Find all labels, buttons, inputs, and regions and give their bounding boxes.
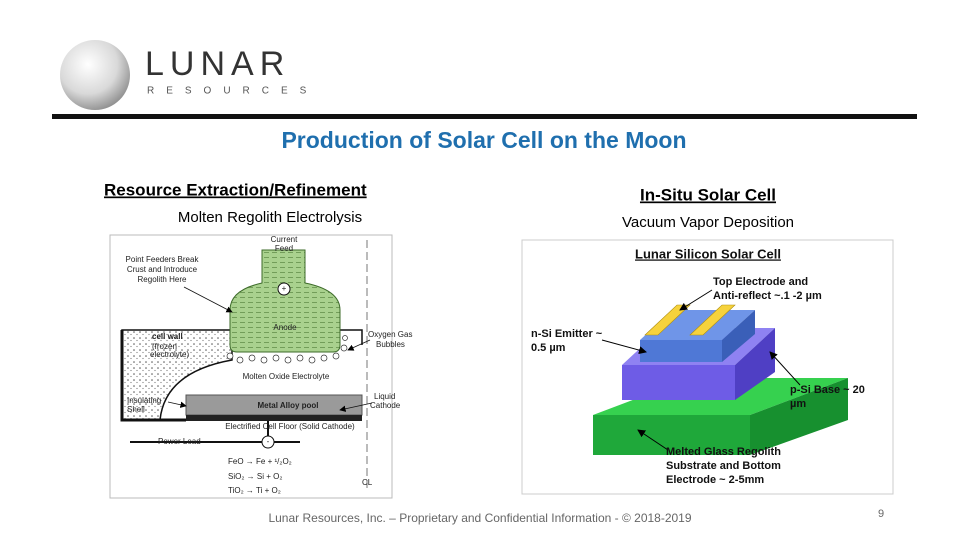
label: CL (362, 478, 373, 487)
label: SiO₂ → Si + O₂ (228, 472, 282, 481)
label: Insulating (127, 396, 161, 405)
diagram-title: Lunar Silicon Solar Cell (635, 246, 781, 261)
shell (120, 330, 186, 422)
shell-right (338, 329, 363, 345)
label: Electrode ~ 2-5mm (666, 474, 764, 486)
label: Liquid (374, 392, 395, 401)
logo-name: LUNAR (145, 45, 290, 83)
substrate-side (750, 378, 848, 455)
label: Point Feeders Break (126, 255, 200, 264)
slide-title: Production of Solar Cell on the Moon (281, 127, 686, 153)
logo: LUNAR RESOURCES (60, 40, 318, 110)
footer: Lunar Resources, Inc. – Proprietary and … (268, 511, 691, 525)
emitter-front (640, 340, 722, 362)
callouts (601, 289, 801, 451)
label: Cathode (370, 401, 401, 410)
label: Feed (275, 244, 293, 253)
anode (229, 249, 341, 353)
label: Crust and Introduce (127, 265, 198, 274)
label: Melted Glass Regolith (666, 446, 781, 458)
label: cell wall (152, 332, 183, 341)
page-number: 9 (878, 508, 884, 520)
label: Anti-reflect ~.1 -2 µm (713, 290, 822, 302)
label: Anode (273, 323, 297, 332)
label: - (267, 437, 270, 446)
anode-terminal (277, 282, 291, 296)
label: (frozen (152, 342, 177, 351)
base-side (735, 328, 775, 400)
electrode (689, 304, 736, 336)
label: Metal Alloy pool (257, 401, 318, 410)
right-heading: In-Situ Solar Cell (640, 185, 776, 204)
bubbles (226, 335, 348, 364)
label: Power Lead (158, 437, 201, 446)
label: Electrified Cell Floor (Solid Cathode) (225, 422, 355, 431)
substrate-front (593, 415, 750, 455)
label: 0.5 µm (531, 342, 566, 354)
label: Top Electrode and (713, 276, 808, 288)
label: Molten Oxide Electrolyte (243, 372, 330, 381)
logo-sphere (60, 40, 130, 110)
emitter-side (722, 310, 755, 362)
left-subheading: Molten Regolith Electrolysis (178, 209, 362, 226)
logo-tagline: RESOURCES (147, 86, 318, 97)
label: Bubbles (376, 340, 405, 349)
label: µm (790, 398, 806, 410)
label: Current (271, 235, 298, 244)
label: Regolith Here (138, 275, 187, 284)
electrolysis-diagram: + - Current Feed Point Feeders Break Cru… (109, 234, 412, 499)
label: + (282, 284, 287, 293)
cell-floor (186, 415, 362, 421)
label: TiO₂ → Ti + O₂ (228, 486, 281, 495)
label: Substrate and Bottom (666, 460, 781, 472)
label: electrolyte) (150, 350, 189, 359)
label: Oxygen Gas (368, 330, 412, 339)
electrode (644, 304, 691, 336)
base-front (622, 365, 735, 400)
cathode-terminal (261, 435, 275, 449)
header-rule (52, 114, 917, 119)
label: Shell (127, 405, 145, 414)
label: n-Si Emitter ~ (531, 328, 603, 340)
label: p-Si Base ~ 20 (790, 384, 865, 396)
label: FeO → Fe + ¹/₂O₂ (228, 457, 292, 466)
right-subheading: Vacuum Vapor Deposition (622, 214, 794, 231)
left-heading: Resource Extraction/Refinement (104, 180, 367, 199)
solar-cell-diagram: Lunar Silicon Solar Cell Top Electrode a… (521, 239, 894, 495)
callouts (167, 286, 373, 412)
